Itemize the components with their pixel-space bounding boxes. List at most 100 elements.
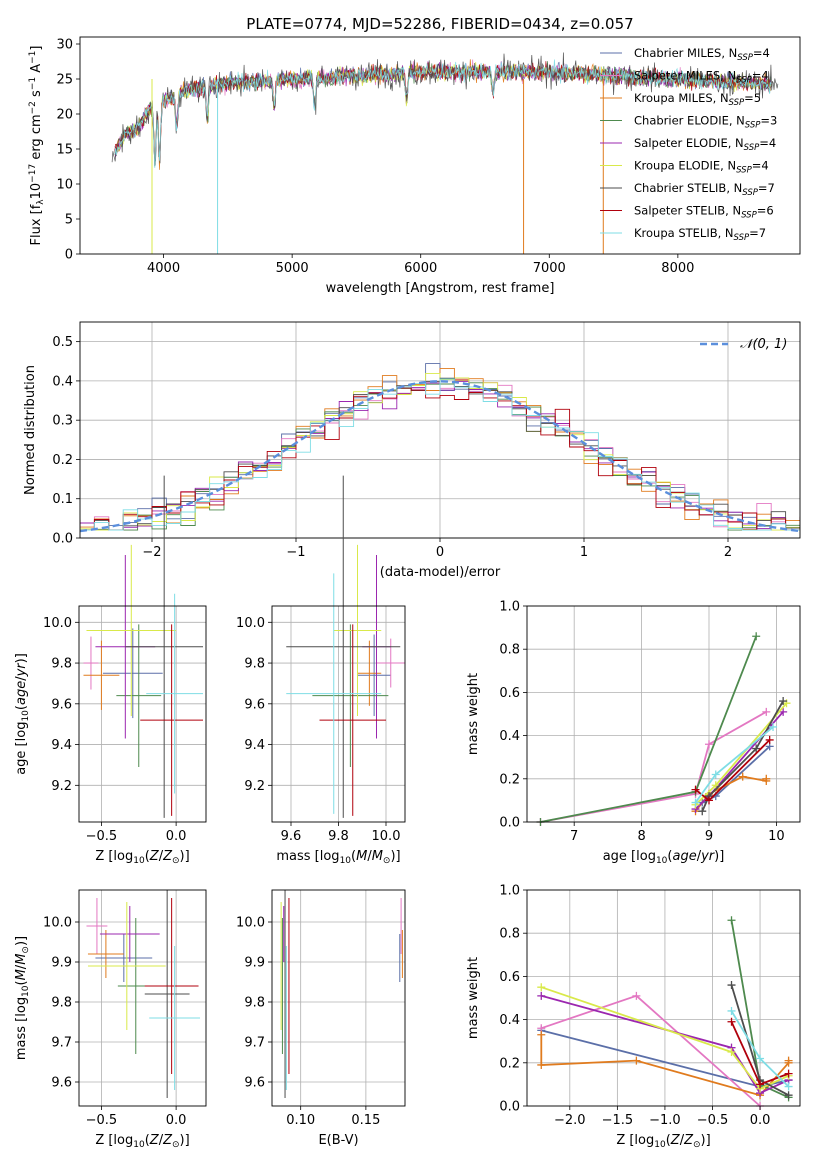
y-tick-label: 9.4 xyxy=(51,738,72,753)
massweight-marker xyxy=(765,735,774,744)
spectrum-series-6 xyxy=(111,52,779,167)
y-tick-label: 1.0 xyxy=(499,600,520,615)
y-axis-label: Flux [fλ10−17 erg cm−2 s−1 A−1] xyxy=(28,46,46,246)
massweight_vs_age-lines xyxy=(536,632,791,826)
x-tick-label: 9.6 xyxy=(281,829,302,844)
y-tick-label: 0.2 xyxy=(52,453,73,468)
y-axis-label: mass weight xyxy=(466,957,481,1039)
massweight-vs-age-panel: 7 8 9 10 0.0 0.2 0.4 0.6 0.8 1.0 age [log10(age/yr… xyxy=(466,600,801,866)
mass_vs_Z-grid xyxy=(79,890,206,1106)
massweight-line-1 xyxy=(540,711,767,823)
x-axis-label: (data-model)/error xyxy=(380,565,501,580)
massweight-marker xyxy=(691,785,700,794)
x-tick-label: 0.0 xyxy=(166,829,187,844)
legend-label: Salpeter MILES, NSSP=4 xyxy=(634,69,769,86)
residuals-panel: −2 −1 0 1 2 0.0 0.1 0.2 0.3 0.4 0.5 (data-model)/er… xyxy=(23,321,801,580)
normal-reference-line xyxy=(80,380,800,533)
x-axis-label: wavelength [Angstrom, rest frame] xyxy=(326,281,555,296)
massweight-marker xyxy=(727,981,736,990)
age-vs-Z-panel: −0.5 0.0 9.2 9.4 9.6 9.8 10.0 Z [log10(Z/Z⊙)] ag… xyxy=(14,475,207,866)
massweight-marker xyxy=(727,916,736,925)
massweight-marker xyxy=(727,1017,736,1026)
legend-label: Kroupa ELODIE, NSSP=4 xyxy=(634,159,769,176)
y-tick-label: 9.9 xyxy=(244,956,265,971)
y-tick-label: 9.4 xyxy=(244,738,265,753)
massweight_vs_Z-lines xyxy=(537,916,793,1110)
y-tick-label: 25 xyxy=(56,73,73,88)
massweight-marker xyxy=(537,1030,546,1039)
massweight-vs-Z-panel: −2.0 −1.5 −1.0 −0.5 0.0 0.0 0.2 0.4 0.6 0.8 1.0 Z [… xyxy=(466,884,801,1150)
massweight-marker xyxy=(632,1056,641,1065)
x-tick-label: 10 xyxy=(768,829,785,844)
x-tick-label: 9.8 xyxy=(328,829,349,844)
age_vs_mass-grid xyxy=(272,606,405,822)
massweight-marker xyxy=(698,807,707,816)
y-tick-label: 20 xyxy=(56,108,73,123)
x-axis-label: E(B-V) xyxy=(318,1133,358,1148)
y-tick-label: 10.0 xyxy=(236,616,265,631)
massweight-marker xyxy=(784,1091,793,1100)
y-tick-label: 9.8 xyxy=(244,657,265,672)
y-tick-label: 0.4 xyxy=(52,374,73,389)
x-tick-label: 0.0 xyxy=(166,1113,187,1128)
x-tick-label: −0.5 xyxy=(86,1113,118,1128)
y-tick-label: 9.6 xyxy=(244,1076,265,1091)
massweight-marker xyxy=(632,991,641,1000)
age_vs_Z-errorbars xyxy=(83,475,204,818)
x-tick-label: 9 xyxy=(705,829,713,844)
massweight-marker xyxy=(537,983,546,992)
x-axis-label: Z [log10(Z/Z⊙)] xyxy=(95,849,189,866)
x-tick-label: 0 xyxy=(436,545,444,560)
y-tick-label: 0 xyxy=(65,248,73,263)
figure-title: PLATE=0774, MJD=52286, FIBERID=0434, z=0… xyxy=(246,15,633,33)
legend-label: Salpeter STELIB, NSSP=6 xyxy=(634,204,774,221)
massweight-marker xyxy=(769,722,778,731)
spectrum-frame xyxy=(79,36,801,255)
y-tick-label: 0.0 xyxy=(499,816,520,831)
y-tick-label: 9.7 xyxy=(244,1036,265,1051)
y-tick-label: 1.0 xyxy=(499,884,520,899)
residual-histogram-8 xyxy=(80,378,800,531)
x-tick-label: −1.0 xyxy=(649,1113,681,1128)
y-tick-label: 0.4 xyxy=(499,729,520,744)
y-tick-label: 0.2 xyxy=(499,1056,520,1071)
y-axis-label: mass weight xyxy=(466,673,481,755)
age_vs_mass-errorbars xyxy=(286,475,405,818)
y-tick-label: 9.6 xyxy=(244,697,265,712)
x-tick-label: 0.10 xyxy=(286,1113,315,1128)
y-axis-label: mass [log10(M/M⊙)] xyxy=(14,936,31,1060)
massweight-marker xyxy=(711,770,720,779)
y-tick-label: 9.8 xyxy=(244,996,265,1011)
spectrum-legend: Chabrier MILES, NSSP=4 Salpeter MILES, NS… xyxy=(600,46,777,243)
mass_vs_Z-frame xyxy=(78,889,207,1107)
massweight-marker xyxy=(756,1080,765,1089)
legend-label: 𝒩(0, 1) xyxy=(740,337,787,352)
mass-vs-ebv-panel: 0.10 0.15 9.6 9.7 9.8 9.9 10.0 E(B-V) xyxy=(236,889,406,1148)
x-tick-label: 10.0 xyxy=(372,829,401,844)
y-tick-label: 0.6 xyxy=(499,970,520,985)
y-tick-label: 9.9 xyxy=(51,956,72,971)
massweight-marker xyxy=(705,740,713,749)
x-axis-label: Z [log10(Z/Z⊙)] xyxy=(616,1133,710,1150)
x-axis-label: age [log10(age/yr)] xyxy=(603,849,725,866)
massweight-line-6 xyxy=(701,700,784,812)
mass_vs_ebv-errorbars xyxy=(280,890,403,1098)
y-axis-label: Normed distribution xyxy=(23,365,38,495)
legend-label: Chabrier MILES, NSSP=4 xyxy=(634,46,770,63)
massweight-marker xyxy=(705,796,713,805)
y-tick-label: 30 xyxy=(56,38,73,53)
massweight_vs_Z-frame xyxy=(526,889,801,1107)
age-vs-mass-panel: 9.6 9.8 10.0 9.2 9.4 9.6 9.8 10.0 mass [log10(M/… xyxy=(236,475,406,866)
spectrum-lines xyxy=(111,52,779,254)
y-tick-label: 9.2 xyxy=(51,779,72,794)
x-tick-label: 0.0 xyxy=(750,1113,771,1128)
y-tick-label: 9.6 xyxy=(51,1076,72,1091)
y-tick-label: 9.6 xyxy=(51,697,72,712)
massweight-marker xyxy=(779,697,788,706)
massweight-marker xyxy=(784,1056,793,1065)
y-tick-label: 10 xyxy=(56,178,73,193)
y-tick-label: 5 xyxy=(65,213,73,228)
massweight-marker xyxy=(752,744,761,753)
massweight-marker xyxy=(727,1048,736,1056)
